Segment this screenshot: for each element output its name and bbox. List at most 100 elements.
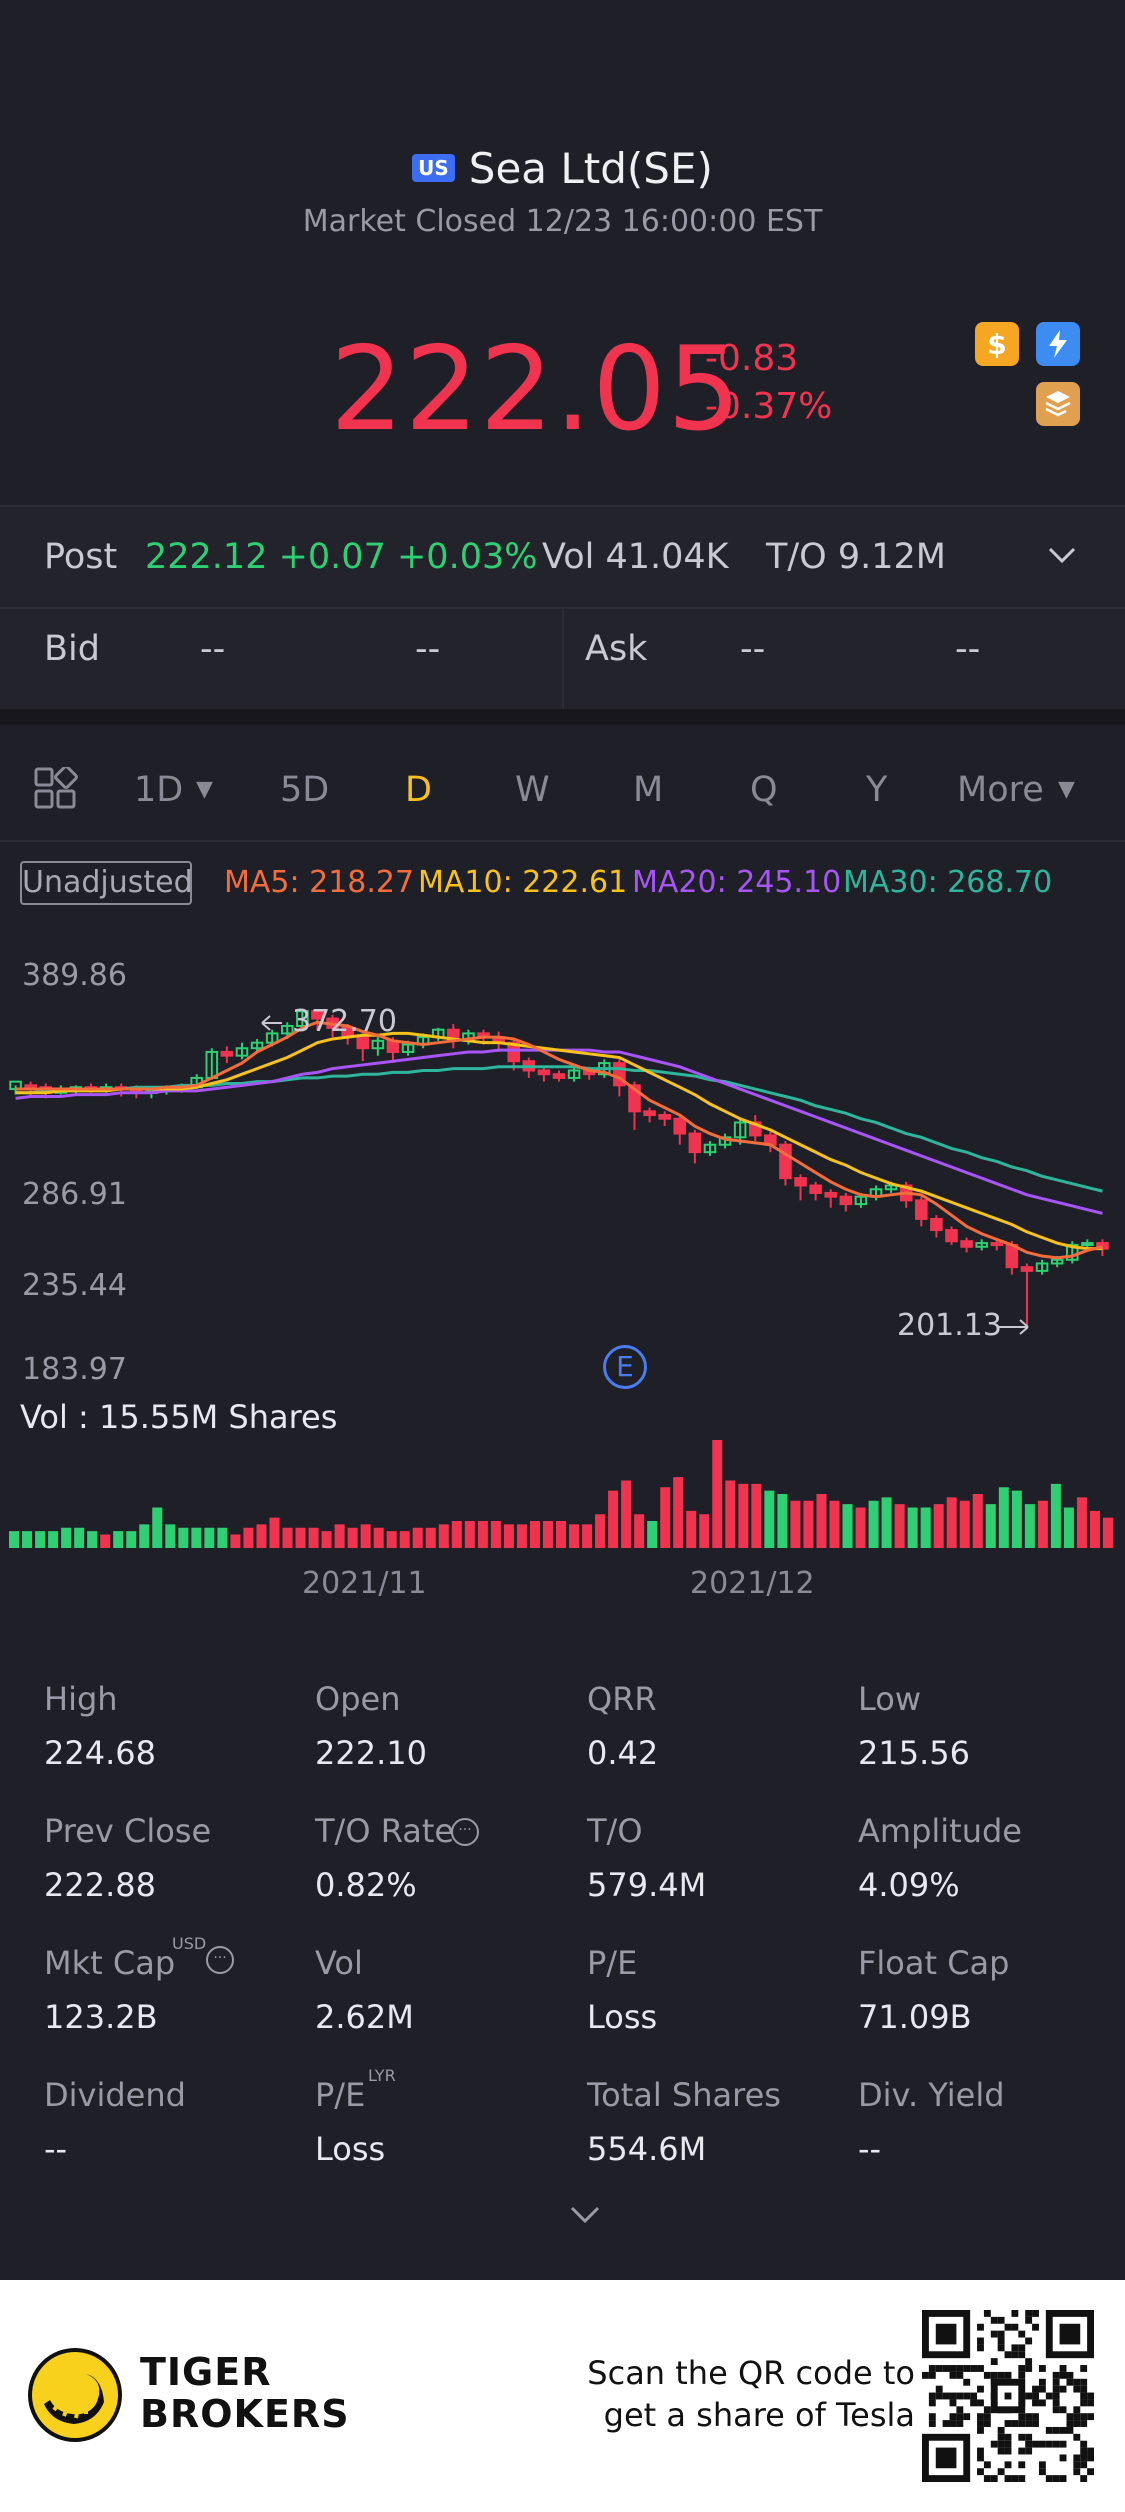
volume-bar [1076, 1497, 1087, 1548]
period-tabs: 1D ▼ 5D D W M Q Y More ▼ [0, 755, 1125, 825]
candle-body [809, 1184, 822, 1194]
candle [567, 1066, 581, 1082]
candle [975, 1239, 988, 1251]
ma30-line [15, 1065, 1103, 1193]
candle [688, 1129, 702, 1164]
candle-body [673, 1117, 687, 1135]
volume-bar [178, 1527, 189, 1548]
ma30-value: MA30: 268.70 [843, 865, 1053, 900]
volume-bar [894, 1504, 905, 1548]
volume-bar [1024, 1504, 1035, 1548]
tab-5d[interactable]: 5D [280, 770, 330, 810]
candle-body [794, 1177, 807, 1187]
volume-bar [816, 1494, 827, 1548]
candle [703, 1141, 717, 1156]
candle-body [537, 1069, 551, 1076]
tab-w[interactable]: W [515, 770, 550, 810]
volume-label: Vol : 15.55M Shares [20, 1398, 338, 1436]
bid-size: -- [415, 629, 441, 669]
candle [658, 1111, 671, 1127]
post-label: Post [44, 537, 118, 577]
expand-chevron-icon[interactable] [568, 2204, 602, 2226]
low-annotation: 201.13 [897, 1308, 1002, 1343]
candlestick-chart[interactable] [0, 950, 1125, 1370]
candle [552, 1070, 566, 1082]
education-icon[interactable] [1036, 382, 1080, 426]
x-tick-label: 2021/11 [302, 1566, 427, 1601]
stat-value: 71.09B [858, 1998, 972, 2036]
volume-bar [647, 1521, 658, 1548]
volume-bar [738, 1483, 749, 1548]
info-icon[interactable]: ··· [451, 1818, 479, 1846]
stat-value: 224.68 [44, 1734, 156, 1772]
chevron-down-icon[interactable]: ▼ [1058, 777, 1075, 802]
candle-body [1035, 1262, 1049, 1272]
chevron-down-icon[interactable]: ▼ [196, 777, 213, 802]
candle-body [1050, 1258, 1064, 1265]
volume-bar [191, 1527, 202, 1548]
volume-bar [334, 1524, 345, 1548]
volume-bar [855, 1507, 866, 1548]
post-market-row[interactable]: Post 222.12 +0.07 +0.03% Vol 41.04K T/O … [0, 507, 1125, 607]
candle [779, 1141, 792, 1186]
volume-bar [972, 1494, 983, 1548]
candle [220, 1046, 234, 1064]
stat-label: T/O [587, 1812, 643, 1850]
tab-y[interactable]: Y [866, 770, 888, 810]
tab-more[interactable]: More [957, 770, 1044, 810]
volume-bar [139, 1524, 150, 1548]
unadjusted-toggle[interactable]: Unadjusted [20, 861, 193, 905]
earnings-event-marker[interactable]: E [603, 1345, 647, 1389]
info-icon[interactable]: ··· [206, 1946, 234, 1974]
candle-body [311, 1010, 324, 1020]
tab-d[interactable]: D [405, 770, 432, 810]
scan-text-line-1: Scan the QR code to [587, 2354, 915, 2392]
tab-q[interactable]: Q [750, 770, 778, 810]
candle [1065, 1241, 1079, 1264]
volume-bar [425, 1527, 436, 1548]
volume-bar [621, 1480, 632, 1548]
tab-1d[interactable]: 1D [134, 770, 184, 810]
candle-body [280, 1024, 294, 1035]
volume-bar [516, 1524, 527, 1548]
stat-value: 0.82% [315, 1866, 417, 1904]
volume-bar [868, 1500, 879, 1548]
ma5-value: MA5: 218.27 [224, 865, 415, 900]
tab-m[interactable]: M [633, 770, 664, 810]
stock-title: Sea Ltd(SE) [468, 143, 713, 193]
stat-label: Dividend [44, 2076, 186, 2114]
volume-bar [712, 1440, 723, 1548]
volume-bar [881, 1497, 892, 1548]
volume-bar [803, 1500, 814, 1548]
ma10-line [15, 1031, 1103, 1251]
candle-body [854, 1195, 868, 1206]
candle [1035, 1259, 1049, 1275]
candle-body [356, 1036, 370, 1050]
promo-footer: TIGER BROKERS Scan the QR code to get a … [0, 2280, 1125, 2512]
candle-body [613, 1062, 626, 1087]
dollar-icon[interactable]: $ [975, 322, 1019, 366]
volume-bar [100, 1534, 111, 1548]
price-change-percent: -0.37% [705, 386, 833, 427]
volume-bar [1011, 1490, 1022, 1548]
candle-body [567, 1069, 581, 1079]
volume-bar [829, 1500, 840, 1548]
low-arrow-icon [998, 1319, 1029, 1335]
candle-body [688, 1132, 702, 1154]
candle [311, 1009, 324, 1030]
candle-body [24, 1084, 37, 1089]
layout-grid-icon[interactable] [34, 767, 78, 811]
flash-order-icon[interactable] [1036, 322, 1080, 366]
candle-body [733, 1121, 747, 1139]
candle [930, 1215, 943, 1238]
qr-code [922, 2310, 1094, 2482]
ask-size: -- [955, 629, 981, 669]
candle [537, 1066, 551, 1082]
volume-bar [295, 1527, 306, 1548]
high-annotation: 372.70 [292, 1004, 397, 1039]
candle-body [628, 1084, 641, 1113]
volume-bar [321, 1531, 332, 1548]
stat-value: 4.09% [858, 1866, 960, 1904]
y-tick-label: 286.91 [22, 1177, 127, 1212]
chevron-down-icon[interactable] [1046, 543, 1078, 567]
